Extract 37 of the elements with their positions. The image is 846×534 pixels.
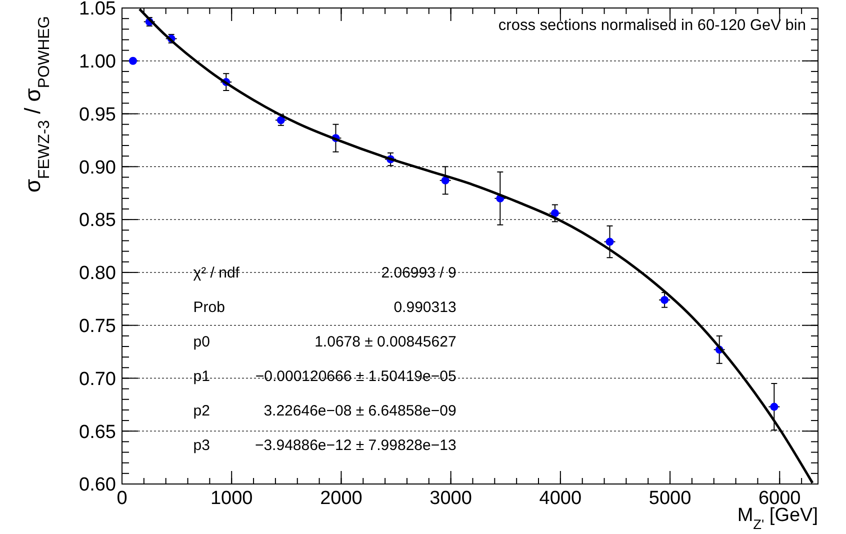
point <box>550 209 559 218</box>
annotation: p2 <box>193 402 210 420</box>
y-tick-label: 0.70 <box>79 368 116 390</box>
y-tick-label: 0.85 <box>79 210 116 232</box>
annotation: −3.94886e−12 ± 7.99828e−13 <box>254 437 456 454</box>
annotation: 0.990313 <box>394 299 456 316</box>
annotation: Prob <box>193 299 225 316</box>
point <box>606 238 614 246</box>
x-tick-label: 0 <box>116 488 128 509</box>
point <box>128 56 137 65</box>
x-tick-label: 3000 <box>430 488 472 509</box>
point <box>441 176 450 184</box>
annotation: p1 <box>193 368 210 386</box>
y-tick-label: 1.00 <box>79 52 116 73</box>
y-tick-label: 0.75 <box>79 316 116 337</box>
y-tick-label: 0.90 <box>79 157 116 178</box>
point <box>770 402 778 411</box>
x-tick-label: 1000 <box>210 488 253 509</box>
annotation: −0.000120666 ± 1.50419e−05 <box>255 368 456 386</box>
y-tick-label: 0.95 <box>79 104 116 126</box>
x-axis-title: M$_{Z'}$ [GeV] <box>737 505 818 532</box>
point <box>276 116 285 124</box>
annotation: p3 <box>193 437 210 454</box>
annotation: cross sections normalised in 60-120 GeV bin <box>498 17 806 34</box>
y-tick-label: 0.65 <box>79 422 116 443</box>
y-tick-label: 1.05 <box>79 0 116 20</box>
y-tick-label: 0.80 <box>79 263 116 284</box>
y-tick-label: 0.60 <box>79 474 116 496</box>
annotation: χ² / ndf <box>193 264 240 282</box>
annotation: 2.06993 / 9 <box>381 264 456 282</box>
point <box>660 296 669 304</box>
x-tick-label: 2000 <box>320 488 362 509</box>
annotation: 3.22646e−08 ± 6.64858e−09 <box>264 402 456 420</box>
x-tick-label: 5000 <box>648 488 692 509</box>
annotation: p0 <box>193 334 210 351</box>
x-tick-label: 4000 <box>539 488 582 509</box>
annotation: 1.0678 ± 0.00845627 <box>314 334 456 351</box>
